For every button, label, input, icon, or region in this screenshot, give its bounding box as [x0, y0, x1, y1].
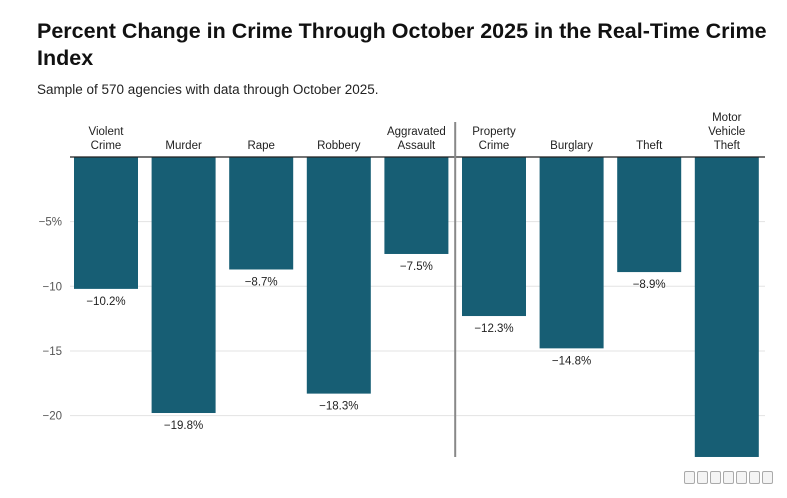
- category-label: Violent: [89, 126, 125, 138]
- bar-value-label: −18.3%: [319, 401, 358, 413]
- bar: [229, 157, 294, 270]
- category-label: Theft: [636, 140, 663, 152]
- bar: [617, 157, 682, 273]
- category-label: Aggravated: [387, 126, 446, 138]
- category-label: Motor: [712, 112, 742, 124]
- y-tick-label: −15: [42, 346, 62, 358]
- bar-value-label: −7.5%: [400, 261, 433, 273]
- category-label: Robbery: [317, 140, 361, 152]
- category-label: Vehicle: [708, 126, 745, 138]
- category-label: Assault: [398, 140, 437, 152]
- bar-value-label: −14.8%: [552, 355, 591, 367]
- chart-title: Percent Change in Crime Through October …: [37, 19, 767, 70]
- category-label: Theft: [714, 140, 741, 152]
- chart-subtitle: Sample of 570 agencies with data through…: [37, 82, 379, 97]
- bar-value-label: −8.7%: [245, 276, 278, 288]
- bar-value-label: −8.9%: [633, 279, 666, 291]
- bar: [74, 157, 138, 289]
- category-label: Murder: [165, 140, 202, 152]
- y-tick-label: −20: [42, 411, 62, 423]
- watermark-icon: [684, 471, 773, 484]
- bar-value-label: −10.2%: [86, 296, 125, 308]
- bar: [384, 157, 449, 254]
- bar: [694, 157, 759, 457]
- bar: [539, 157, 604, 349]
- category-label: Property: [472, 126, 516, 138]
- bar: [306, 157, 371, 394]
- bar-value-label: −19.8%: [164, 420, 203, 432]
- category-label: Crime: [479, 140, 510, 152]
- y-tick-label: −10: [42, 281, 62, 293]
- category-label: Burglary: [550, 140, 593, 152]
- bar: [151, 157, 216, 414]
- y-tick-label: −5%: [39, 217, 62, 229]
- category-label: Rape: [247, 140, 275, 152]
- bar: [462, 157, 526, 317]
- category-label: Crime: [91, 140, 122, 152]
- bar-value-label: −12.3%: [474, 323, 513, 335]
